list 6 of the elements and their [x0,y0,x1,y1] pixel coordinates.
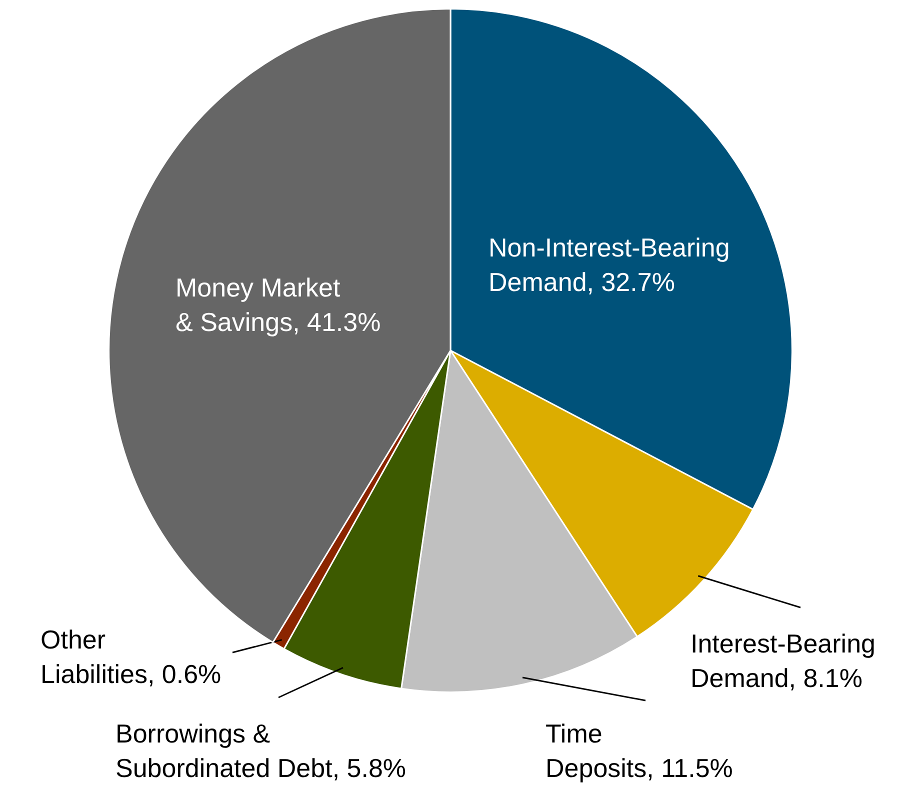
slice-label: Other Liabilities, 0.6% [40,624,222,689]
slice-label: Borrowings & Subordinated Debt, 5.8% [116,718,406,783]
slice-label: Non-Interest-Bearing Demand, 32.7% [488,232,730,297]
slice-label: Money Market & Savings, 41.3% [176,272,381,337]
slice-label: Time Deposits, 11.5% [546,718,733,783]
slice-label: Interest-Bearing Demand, 8.1% [690,628,876,693]
